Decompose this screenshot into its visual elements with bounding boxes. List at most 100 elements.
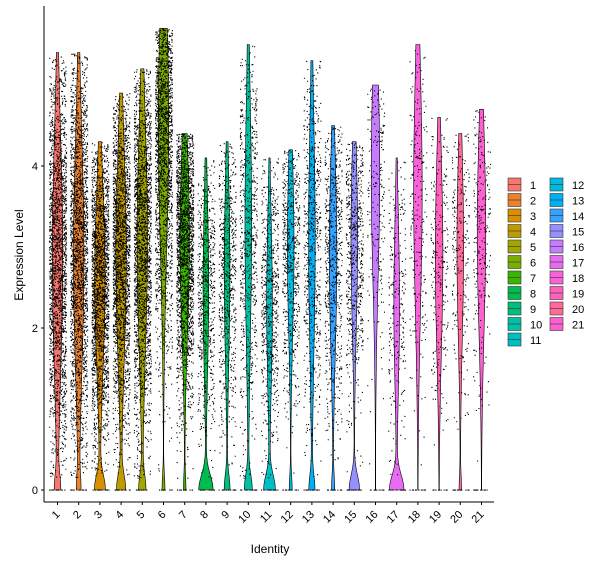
legend-label: 7 [530, 273, 536, 285]
x-tick-label: 16 [363, 509, 380, 526]
legend-item-8: 8 [507, 286, 536, 301]
legend-item-19: 19 [549, 286, 584, 301]
violin-1 [49, 52, 68, 491]
x-tick-label: 1 [50, 509, 63, 522]
legend-item-3: 3 [507, 208, 536, 223]
legend-label: 9 [530, 304, 536, 316]
violin-body-13 [308, 60, 316, 491]
points-3 [91, 142, 110, 491]
points-14 [324, 126, 343, 491]
violin-4 [112, 92, 131, 491]
legend-label: 15 [572, 227, 584, 239]
x-tick-label: 5 [135, 509, 148, 522]
legend-item-14: 14 [549, 208, 584, 223]
points-12 [282, 149, 301, 491]
legend-item-16: 16 [549, 239, 584, 254]
legend-item-12: 12 [549, 177, 584, 192]
y-tick-label: 2 [32, 323, 38, 335]
violin-body-15 [348, 141, 360, 491]
legend-label: 4 [530, 227, 536, 239]
legend-label: 8 [530, 289, 536, 301]
points-1 [49, 56, 68, 491]
legend-item-15: 15 [549, 224, 584, 239]
violins-layer [49, 28, 492, 491]
points-16 [367, 88, 386, 491]
y-axis-label: Expression Level [12, 209, 26, 300]
legend-item-7: 7 [507, 270, 536, 285]
violin-16 [367, 84, 386, 491]
violin-17 [388, 157, 407, 491]
legend-item-5: 5 [507, 239, 536, 254]
points-2 [70, 53, 89, 491]
violin-21 [473, 109, 492, 491]
legend-item-13: 13 [549, 193, 584, 208]
points-4 [112, 93, 131, 491]
legend-item-21: 21 [549, 317, 584, 332]
x-tick-label: 7 [177, 509, 190, 522]
y-tick-label: 0 [32, 485, 38, 497]
violin-18 [409, 44, 428, 491]
legend-label: 14 [572, 211, 584, 223]
legend-label: 5 [530, 242, 536, 254]
x-tick-label: 10 [236, 509, 253, 526]
legend-label: 3 [530, 211, 536, 223]
legend-label: 16 [572, 242, 584, 254]
violin-13 [303, 60, 322, 491]
points-5 [133, 69, 152, 491]
x-tick-label: 2 [71, 509, 84, 522]
points-20 [451, 133, 470, 491]
violin-3 [91, 141, 110, 491]
x-tick-label: 17 [385, 509, 402, 526]
violin-body-12 [287, 149, 295, 491]
legend-label: 17 [572, 258, 584, 270]
legend-label: 21 [572, 320, 584, 332]
legend-item-6: 6 [507, 255, 536, 270]
x-tick-label: 15 [342, 509, 359, 526]
x-tick-label: 11 [258, 509, 275, 526]
legend-label: 2 [530, 196, 536, 208]
violin-5 [133, 68, 152, 491]
x-tick-label: 3 [92, 509, 105, 522]
points-15 [345, 142, 364, 491]
legend-item-4: 4 [507, 224, 536, 239]
points-7 [176, 133, 195, 491]
violin-19 [430, 117, 449, 491]
x-tick-label: 9 [219, 509, 232, 522]
legend-item-10: 10 [507, 317, 542, 332]
x-ticks: 1 2 3 4 5 6 7 8 9 10 11 12 13 14 15 16 17 18 19 20 21 [50, 502, 487, 526]
violin-body-18 [413, 44, 423, 491]
legend-label: 12 [572, 180, 584, 192]
violin-2 [70, 52, 89, 491]
y-ticks: 0 2 4 [32, 161, 44, 497]
legend-item-18: 18 [549, 270, 584, 285]
violin-7 [176, 133, 195, 491]
x-tick-label: 18 [406, 509, 423, 526]
x-tick-label: 19 [427, 509, 444, 526]
violin-body-20 [456, 133, 464, 491]
violin-12 [282, 149, 301, 491]
legend-item-2: 2 [507, 193, 536, 208]
legend-label: 10 [530, 320, 542, 332]
x-tick-label: 4 [113, 509, 126, 522]
violin-9 [218, 141, 237, 491]
points-9 [218, 143, 237, 491]
legend-label: 19 [572, 289, 584, 301]
legend-item-9: 9 [507, 301, 536, 316]
legend-item-17: 17 [549, 255, 584, 270]
legend-label: 13 [572, 196, 584, 208]
x-axis-label: Identity [251, 542, 290, 556]
violin-15 [345, 141, 364, 491]
x-tick-label: 8 [198, 509, 211, 522]
legend-label: 11 [530, 335, 541, 347]
points-6 [155, 28, 174, 491]
x-tick-label: 13 [300, 509, 317, 526]
points-13 [303, 60, 322, 491]
violin-6 [155, 28, 174, 491]
violin-body-10 [243, 44, 253, 491]
legend-item-1: 1 [507, 177, 536, 192]
y-tick-label: 4 [32, 161, 38, 173]
violin-10 [239, 44, 258, 491]
